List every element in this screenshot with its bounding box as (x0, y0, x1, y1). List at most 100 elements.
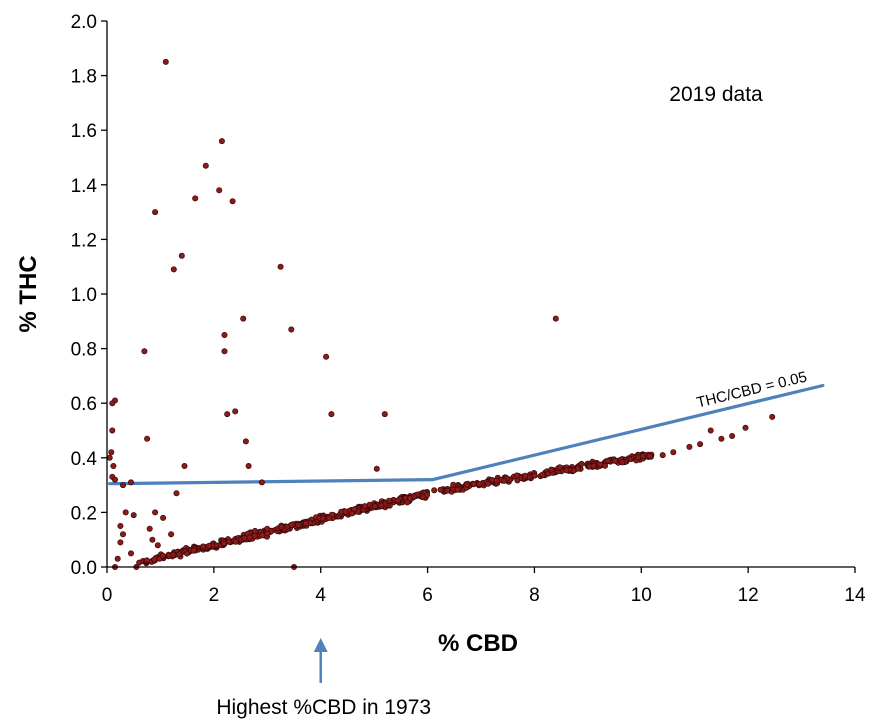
ratio-line-label: THC/CBD = 0.05 (695, 369, 809, 412)
data-point (729, 432, 736, 439)
data-point (548, 466, 555, 473)
data-point (246, 534, 253, 541)
data-point (178, 252, 185, 259)
data-point (152, 209, 159, 216)
data-point (200, 543, 207, 550)
tick-labels: 0.0 0.2 0.4 0.6 0.8 1.0 1.2 1.4 1.6 1.8 2.0 0 2 4 6 8 10… (71, 12, 866, 606)
data-point (361, 503, 368, 510)
data-point (218, 138, 225, 145)
data-point (114, 555, 121, 562)
data-point (563, 467, 570, 474)
data-point (539, 471, 546, 478)
data-point (120, 482, 127, 489)
data-point (151, 556, 158, 563)
data-point (251, 532, 258, 539)
data-point (295, 521, 302, 528)
x-axis-title: % CBD (438, 630, 518, 657)
data-point (159, 552, 166, 559)
data-point (202, 162, 209, 169)
y-tick-label: 1.2 (71, 230, 97, 251)
data-point (108, 449, 115, 456)
data-point (152, 509, 159, 516)
data-point (128, 550, 135, 557)
data-point (181, 462, 188, 469)
y-tick-label: 1.4 (71, 176, 98, 197)
x-tick-label: 4 (315, 585, 326, 606)
data-point (604, 457, 611, 464)
data-point (173, 490, 180, 497)
data-point (574, 465, 581, 472)
data-point (245, 462, 252, 469)
data-point (431, 487, 438, 494)
data-point (220, 540, 227, 547)
data-point (470, 481, 477, 488)
data-point (229, 198, 236, 205)
data-point (646, 453, 653, 460)
data-point (597, 461, 604, 468)
data-point (232, 408, 239, 415)
up-arrow-head-icon (313, 638, 328, 652)
data-point (278, 524, 285, 531)
y-tick-label: 1.8 (71, 67, 97, 88)
data-point (242, 438, 249, 445)
data-point (143, 557, 150, 564)
data-point (319, 515, 326, 522)
data-point (394, 497, 401, 504)
data-point (351, 506, 358, 513)
data-point (437, 486, 444, 493)
reference-line (108, 478, 435, 486)
data-point (373, 465, 380, 472)
data-point (192, 195, 199, 202)
data-point (338, 508, 345, 515)
data-point (149, 536, 156, 543)
data-point (154, 542, 161, 549)
data-point (128, 479, 135, 486)
data-point (372, 503, 379, 510)
data-point (328, 411, 335, 418)
x-tick-label: 8 (529, 585, 540, 606)
data-point (170, 266, 177, 273)
data-point (117, 522, 124, 529)
data-point (141, 348, 148, 355)
data-point (619, 459, 626, 466)
data-point (106, 454, 113, 461)
data-point (146, 525, 153, 532)
data-point (109, 427, 116, 434)
data-point (659, 452, 666, 459)
data-point (463, 481, 470, 488)
reference-lines (108, 383, 825, 486)
data-point (136, 559, 143, 566)
data-point (522, 472, 529, 479)
data-point (378, 502, 385, 509)
data-point (168, 531, 175, 538)
data-point (216, 187, 223, 194)
data-point (639, 453, 646, 460)
data-point (176, 551, 183, 558)
y-tick-label: 1.6 (71, 121, 97, 142)
data-point (514, 477, 521, 484)
y-tick-label: 2.0 (71, 12, 97, 33)
x-tick-label: 14 (844, 585, 866, 606)
data-point (206, 542, 213, 549)
x-tick-label: 6 (422, 585, 433, 606)
y-tick-label: 0.6 (71, 394, 97, 415)
data-point (493, 477, 500, 484)
data-point (240, 315, 247, 322)
data-point (707, 427, 714, 434)
data-point (531, 472, 538, 479)
y-tick-label: 0.4 (71, 449, 98, 470)
data-point (117, 539, 124, 546)
data-point (258, 479, 265, 486)
data-points (106, 58, 776, 570)
data-point (224, 411, 231, 418)
data-point (277, 263, 284, 270)
data-point (578, 460, 585, 467)
data-point (769, 413, 776, 420)
data-point (611, 457, 618, 464)
data-point (670, 449, 677, 456)
data-point (450, 481, 457, 488)
data-point (190, 547, 197, 554)
data-point (232, 538, 239, 545)
data-point (120, 531, 127, 538)
